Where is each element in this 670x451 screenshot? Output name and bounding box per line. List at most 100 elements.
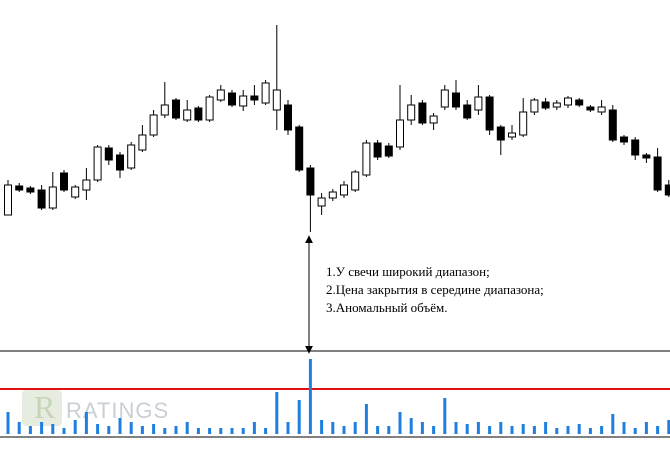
volume-bar: [174, 426, 178, 434]
candle-body: [37, 189, 46, 209]
volume-bar: [387, 426, 391, 434]
candle-body: [418, 102, 427, 124]
candle-body: [71, 186, 80, 198]
volume-bar: [264, 428, 268, 434]
volume-bar: [96, 424, 100, 434]
volume-bar: [17, 422, 21, 434]
watermark-logo: [22, 390, 62, 426]
candle-body: [340, 184, 348, 196]
volume-bar: [286, 422, 290, 434]
volume-bar: [488, 426, 492, 434]
candle-body: [463, 104, 472, 119]
candle-body: [608, 109, 617, 141]
volume-bar: [633, 428, 637, 434]
volume-bar: [252, 422, 256, 434]
volume-bar: [241, 428, 245, 434]
volume-bar: [353, 422, 357, 434]
volume-bar: [342, 426, 346, 434]
candle-body: [620, 136, 628, 143]
candle-body: [407, 104, 416, 121]
candle-body: [194, 107, 203, 121]
candle-body: [575, 99, 584, 106]
candle-body: [205, 96, 214, 121]
candle-body: [149, 114, 158, 136]
volume-bar: [409, 418, 413, 434]
watermark: R RATINGS: [22, 389, 169, 426]
volume-bar: [622, 422, 626, 434]
candle-body: [261, 82, 270, 104]
candle-body: [564, 97, 572, 106]
watermark-letter: R: [34, 389, 56, 425]
volume-bar: [230, 428, 234, 434]
volume-bar: [420, 422, 424, 434]
annotation-text: 1.У свечи широкий диапазон;: [326, 264, 490, 279]
volume-bar: [118, 418, 122, 434]
volume-bar: [476, 422, 480, 434]
volume-bar: [588, 428, 592, 434]
candle-body: [138, 134, 147, 151]
volume-bar: [443, 398, 447, 434]
volume-bar: [432, 426, 436, 434]
volume-bar: [308, 359, 312, 434]
volume-bar: [532, 426, 536, 434]
candle-body: [530, 99, 539, 113]
candle-body: [328, 191, 337, 199]
candle-body: [250, 95, 259, 101]
candle-body: [474, 96, 483, 111]
volume-bar: [275, 392, 279, 434]
volume-bar: [40, 422, 44, 434]
volume-bar: [644, 422, 648, 434]
volume-bar: [577, 424, 581, 434]
volume-bar: [566, 426, 570, 434]
volume-bar: [544, 422, 548, 434]
candle-body: [552, 102, 561, 108]
candle-body: [172, 99, 180, 119]
volume-bar: [331, 422, 335, 434]
volume-bar: [6, 412, 10, 434]
volume-bar: [185, 422, 189, 434]
candle-body: [496, 126, 505, 141]
candle-body: [429, 115, 438, 124]
candle-body: [664, 184, 670, 196]
candle-body: [373, 142, 382, 158]
volume-bar: [208, 428, 212, 434]
watermark-text: RATINGS: [66, 398, 169, 423]
volume-bar: [163, 428, 167, 434]
volume-bar: [140, 426, 144, 434]
candle-body: [653, 156, 662, 191]
candle-body: [396, 119, 404, 148]
volume-bar: [51, 424, 55, 434]
volume-bar: [398, 412, 402, 434]
candle-body: [228, 92, 236, 106]
candle-body: [104, 147, 113, 161]
volume-bar: [62, 428, 66, 434]
candle-body: [127, 144, 136, 169]
volume-bar: [196, 428, 200, 434]
candle-body: [272, 89, 281, 111]
volume-bar: [454, 422, 458, 434]
candle-body: [362, 142, 371, 176]
volume-bar: [129, 422, 133, 434]
candle-body: [284, 104, 292, 131]
candle-body: [216, 89, 225, 101]
candle-body: [586, 106, 595, 111]
candle-body: [93, 146, 102, 181]
volume-bar: [656, 426, 660, 434]
volume-bar: [364, 404, 368, 434]
volume-bar: [510, 426, 514, 434]
annotation-text: 2.Цена закрытия в середине диапазона;: [326, 282, 544, 297]
candle-body: [4, 184, 12, 216]
volume-bar: [152, 424, 156, 434]
candle-body: [82, 179, 91, 191]
volume-bar: [465, 424, 469, 434]
candle-body: [48, 186, 57, 209]
candle-body: [160, 104, 169, 116]
candle-body: [519, 111, 528, 136]
volume-bar: [320, 420, 324, 434]
volume-bar: [297, 400, 301, 434]
volume-bar: [376, 426, 380, 434]
volume-bar: [73, 420, 77, 434]
candle-body: [60, 172, 68, 191]
volume-bar: [107, 426, 111, 434]
